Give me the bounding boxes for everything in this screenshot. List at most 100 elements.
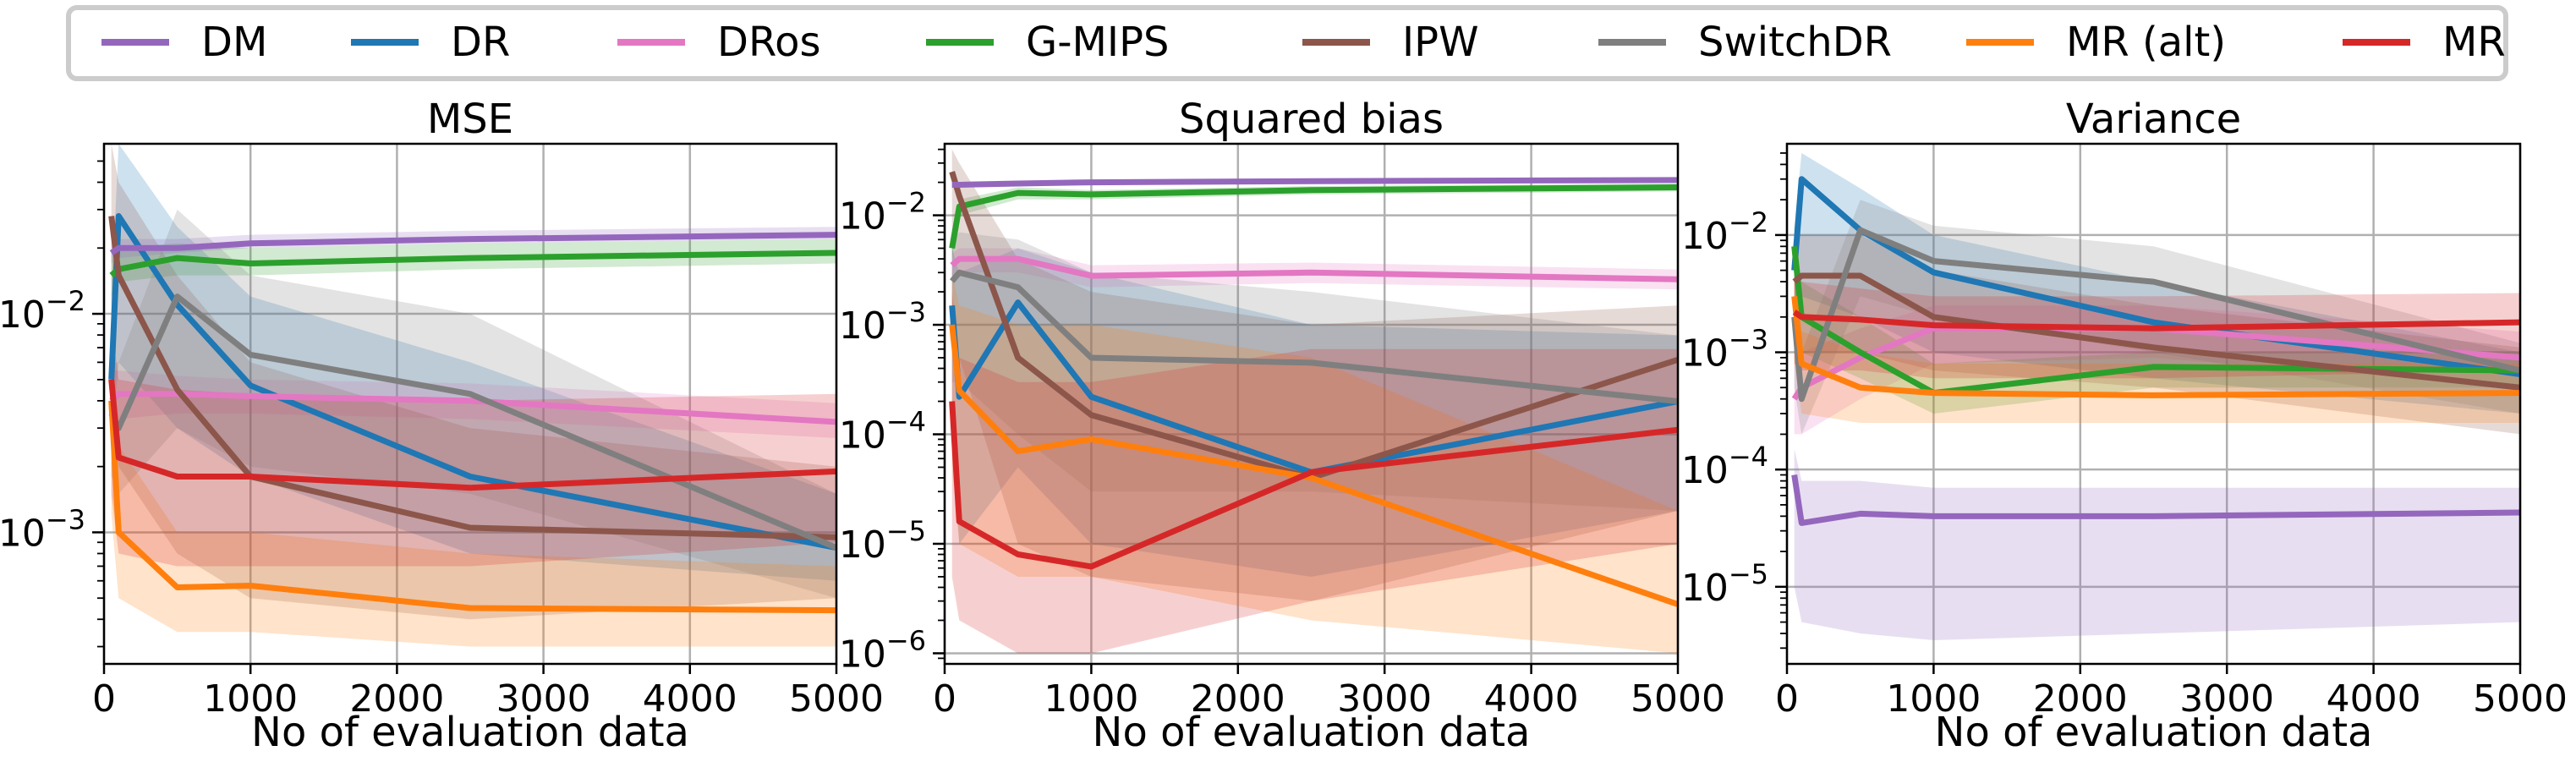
band-ipw [111, 144, 836, 620]
x-tick-label: 2000 [1191, 677, 1285, 721]
line-dm [951, 177, 1678, 188]
band-mr [111, 323, 836, 567]
band-mr-alt [951, 272, 1678, 654]
line-mr-alt [1791, 296, 2520, 398]
lines [949, 171, 1678, 607]
band-dm [1794, 448, 2520, 640]
y-tick-label: 10−2 [0, 285, 85, 337]
legend-entry-mr-alt: MR (alt) [1966, 19, 2226, 66]
x-tick-label: 5000 [2473, 677, 2568, 721]
axes-frame [1785, 142, 2522, 666]
panels: 0 1000 2000 3000 4000 5000 10−2 10−3 MSE No of ev… [0, 96, 2568, 756]
band-dr [951, 248, 1678, 577]
plot-area [104, 144, 836, 664]
band-switchdr [951, 232, 1678, 511]
line-dm [109, 232, 836, 255]
panel-title-mse: MSE [427, 96, 513, 143]
legend-label-dm: DM [201, 19, 267, 66]
plot-area [945, 144, 1678, 664]
legend-label-ipw: IPW [1402, 19, 1479, 66]
legend-label-mr: MR [2442, 19, 2506, 66]
legend-label-mr-alt: MR (alt) [2066, 19, 2226, 66]
x-tick-label: 1000 [203, 677, 298, 721]
x-tick-label: 2000 [2033, 677, 2128, 721]
band-mr-alt [111, 335, 836, 647]
line-ipw [949, 171, 1678, 481]
legend-entry-mr: MR [2343, 19, 2506, 66]
y-tick-label: 10−5 [1681, 558, 1768, 610]
y-tick-label: 10−3 [839, 296, 926, 348]
x-tick-label: 3000 [496, 677, 591, 721]
band-dros [111, 370, 836, 438]
panel-variance: 0 1000 2000 3000 4000 5000 10−2 10−3 10−4 10−5 Var… [1681, 96, 2568, 756]
panel-title-variance: Variance [2066, 96, 2241, 143]
line-ipw [1792, 272, 2520, 391]
line-mr [108, 379, 836, 491]
x-tick-label: 1000 [1886, 677, 1981, 721]
line-switchdr [1791, 227, 2520, 403]
plot-area [1787, 144, 2520, 664]
panel-squared-bias: 0 1000 2000 3000 4000 500010−210−310−410−510−… [839, 96, 1725, 756]
line-mr [1792, 310, 2520, 332]
band-switchdr [1794, 200, 2520, 435]
x-tick-label: 0 [92, 677, 116, 721]
x-tick-label: 0 [1775, 677, 1799, 721]
line-g-mips [1791, 245, 2520, 397]
x-ticks: 0 1000 2000 3000 4000 5000 [933, 664, 1725, 721]
line-ipw [108, 216, 836, 540]
panel-mse: 0 1000 2000 3000 4000 5000 10−2 10−3 MSE No of ev… [0, 96, 884, 756]
x-axis-label: No of evaluation data [1093, 709, 1531, 756]
y-ticks: 10−2 10−3 [0, 160, 104, 648]
y-tick-label: 10−3 [0, 503, 85, 555]
legend-entry-dros: DRos [617, 19, 821, 66]
line-dros [109, 391, 836, 425]
line-mr-alt [108, 400, 836, 614]
lines [108, 213, 836, 614]
y-tick-label: 10−4 [839, 406, 926, 458]
x-tick-label: 3000 [1337, 677, 1432, 721]
x-tick-label: 2000 [349, 677, 444, 721]
bands [951, 149, 1678, 654]
legend-label-switchdr: SwitchDR [1698, 19, 1892, 66]
legend-box [66, 5, 2508, 81]
x-tick-label: 3000 [2179, 677, 2274, 721]
line-g-mips [949, 184, 1678, 249]
band-dros [951, 248, 1678, 290]
y-ticks: 10−2 10−3 10−4 10−5 10−6 [839, 148, 945, 676]
y-ticks: 10−2 10−3 10−4 10−5 [1681, 152, 1787, 650]
legend-label-dr: DR [451, 19, 510, 66]
y-tick-label: 10−4 [1681, 441, 1768, 492]
axes-frame [943, 142, 1680, 666]
x-tick-label: 0 [933, 677, 956, 721]
line-mr [949, 401, 1678, 570]
line-mr-alt [949, 324, 1678, 607]
y-tick-label: 10−3 [1681, 324, 1768, 376]
legend-entry-ipw: IPW [1302, 19, 1479, 66]
x-tick-label: 5000 [1631, 677, 1725, 721]
legend-entry-switchdr: SwitchDR [1598, 19, 1892, 66]
y-tick-label: 10−6 [839, 624, 926, 676]
y-tick-label: 10−2 [839, 187, 926, 238]
x-tick-label: 1000 [1044, 677, 1138, 721]
panel-title-squared-bias: Squared bias [1179, 96, 1444, 143]
y-tick-label: 10−5 [839, 515, 926, 567]
line-switchdr [950, 269, 1678, 404]
x-tick-label: 4000 [643, 677, 737, 721]
x-ticks: 0 1000 2000 3000 4000 5000 [1775, 664, 2568, 721]
legend: DM DR DRos G-MIPS IPW SwitchDR MR (alt) MR [66, 5, 2508, 81]
band-dros [1794, 305, 2520, 435]
x-axis-label: No of evaluation data [251, 709, 689, 756]
legend-entry-g-mips: G-MIPS [926, 19, 1170, 66]
legend-entry-dm: DM [101, 19, 267, 66]
band-mr-alt [1794, 260, 2520, 423]
legend-entry-dr: DR [351, 19, 510, 66]
y-tick-label: 10−2 [1681, 206, 1768, 258]
line-dros [950, 255, 1678, 282]
lines [1791, 176, 2520, 526]
band-ipw [951, 149, 1678, 601]
legend-label-dros: DRos [717, 19, 821, 66]
x-tick-label: 5000 [789, 677, 884, 721]
legend-label-g-mips: G-MIPS [1026, 19, 1170, 66]
axes-frame [102, 142, 838, 666]
